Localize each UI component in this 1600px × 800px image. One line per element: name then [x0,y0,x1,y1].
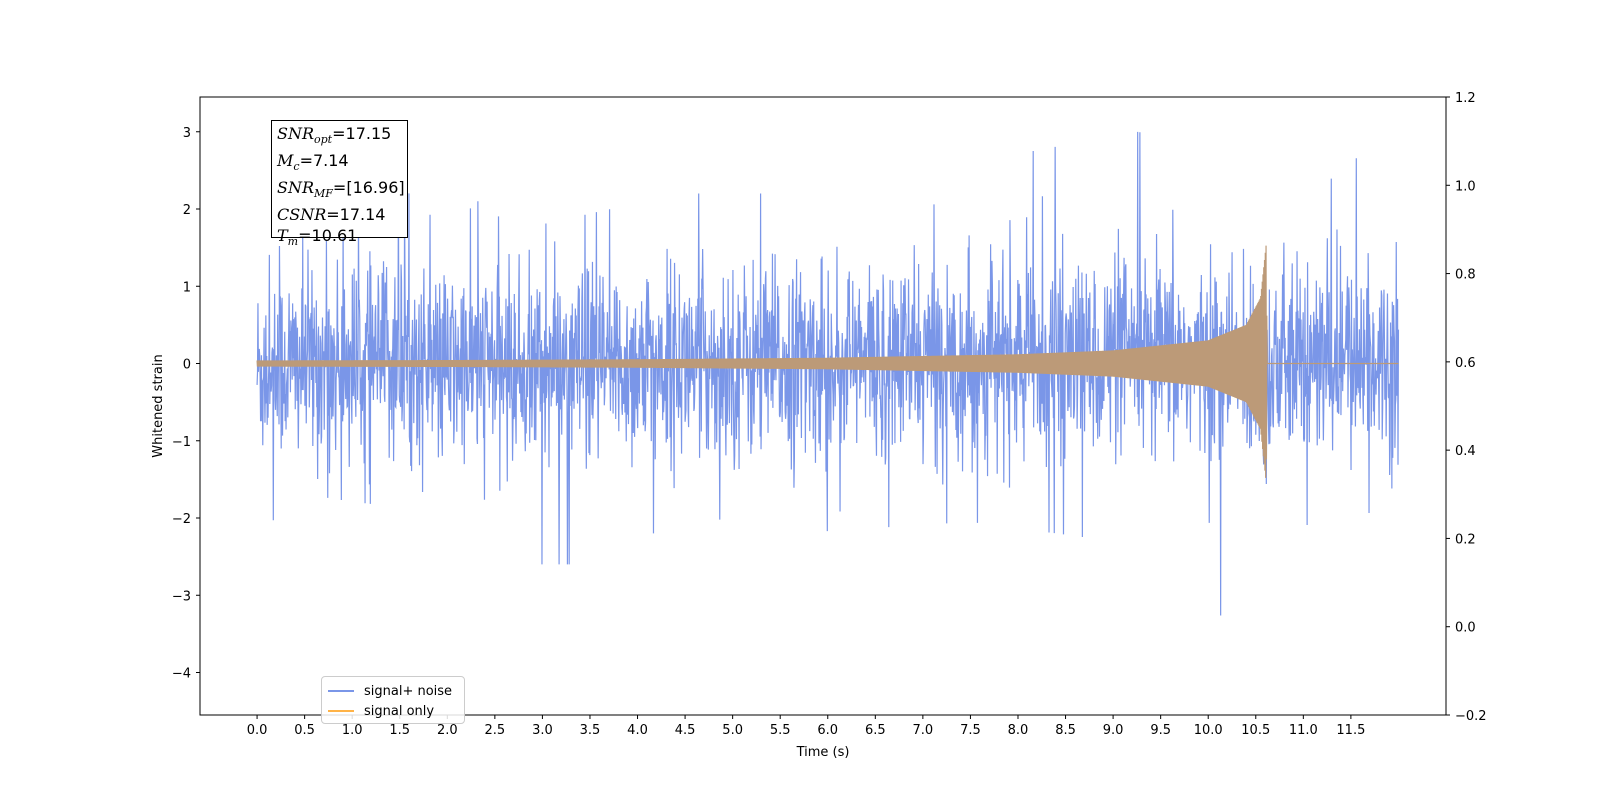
annotation-csnr: CSNR=17.14 [277,204,386,224]
x-tick-label: 7.5 [960,723,981,738]
y-axis-right: 1.2 1.0 0.8 0.6 0.4 0.2 0.0 −0.2 [1446,91,1487,724]
x-tick-label: 1.0 [342,723,363,738]
annotation-box: SNRopt=17.15 Mc=7.14 SNRMF=[16.96] CSNR=… [271,120,408,248]
y2-tick-label: 1.2 [1455,91,1476,106]
y-tick-label: −2 [172,512,191,527]
y2-tick-label: −0.2 [1455,709,1487,724]
annotation-merger-time: Tm=10.61 [277,225,358,248]
x-tick-label: 2.0 [437,723,458,738]
legend-swatch-signal-only [328,710,354,712]
x-tick-label: 3.5 [580,723,601,738]
legend-item-signal-noise: signal+ noise [328,681,458,701]
x-tick-label: 8.0 [1008,723,1029,738]
x-tick-label: 5.0 [722,723,743,738]
x-tick-label: 5.5 [770,723,791,738]
x-tick-label: 1.5 [389,723,410,738]
x-tick-label: 9.0 [1103,723,1124,738]
x-tick-label: 0.0 [247,723,268,738]
plot-frame [199,96,1447,716]
x-tick-label: 11.0 [1289,723,1318,738]
y2-tick-label: 0.6 [1455,356,1476,371]
y-tick-label: 2 [183,203,191,218]
y-axis-label: Whitened strain [151,354,166,457]
y-axis-left: 3 2 1 0 −1 −2 −3 −4 [172,126,200,682]
x-tick-label: 4.5 [675,723,696,738]
legend: signal+ noise signal only [321,676,465,724]
series-line-signal-noise [256,131,1400,616]
y2-tick-label: 0.4 [1455,444,1476,459]
x-tick-label: 7.0 [913,723,934,738]
y-tick-label: 1 [183,280,191,295]
legend-swatch-signal-noise [328,690,354,692]
y-tick-label: 3 [183,126,191,141]
y2-tick-label: 0.2 [1455,532,1476,547]
x-tick-label: 11.5 [1336,723,1365,738]
legend-item-signal-only: signal only [328,701,458,721]
x-tick-label: 8.5 [1055,723,1076,738]
y-tick-label: −3 [172,589,191,604]
plot-area [256,131,1400,616]
x-tick-label: 4.0 [627,723,648,738]
annotation-snr-opt: SNRopt=17.15 [277,124,392,147]
x-tick-label: 10.0 [1194,723,1223,738]
x-tick-label: 2.5 [485,723,506,738]
legend-label-signal-noise: signal+ noise [364,683,453,699]
y2-tick-label: 1.0 [1455,179,1476,194]
annotation-chirp-mass: Mc=7.14 [277,150,349,174]
x-axis: 0.0 0.5 1.0 1.5 2.0 2.5 3.0 3.5 4.0 4.5 5.0 5.5 6.0 6… [247,715,1365,738]
x-tick-label: 0.5 [294,723,315,738]
y2-tick-label: 0.0 [1455,621,1476,636]
x-tick-label: 10.5 [1241,723,1270,738]
x-tick-label: 9.5 [1150,723,1171,738]
x-tick-label: 6.0 [817,723,838,738]
x-tick-label: 6.5 [865,723,886,738]
legend-label-signal-only: signal only [364,703,435,719]
series-line-signal-only [256,245,1399,478]
y-tick-label: 0 [183,358,191,373]
y-tick-label: −4 [172,667,191,682]
x-axis-label: Time (s) [796,745,850,760]
annotation-snr-mf: SNRMF=[16.96] [277,177,405,201]
y-tick-label: −1 [172,435,191,450]
x-tick-label: 3.0 [532,723,553,738]
y2-tick-label: 0.8 [1455,268,1476,283]
